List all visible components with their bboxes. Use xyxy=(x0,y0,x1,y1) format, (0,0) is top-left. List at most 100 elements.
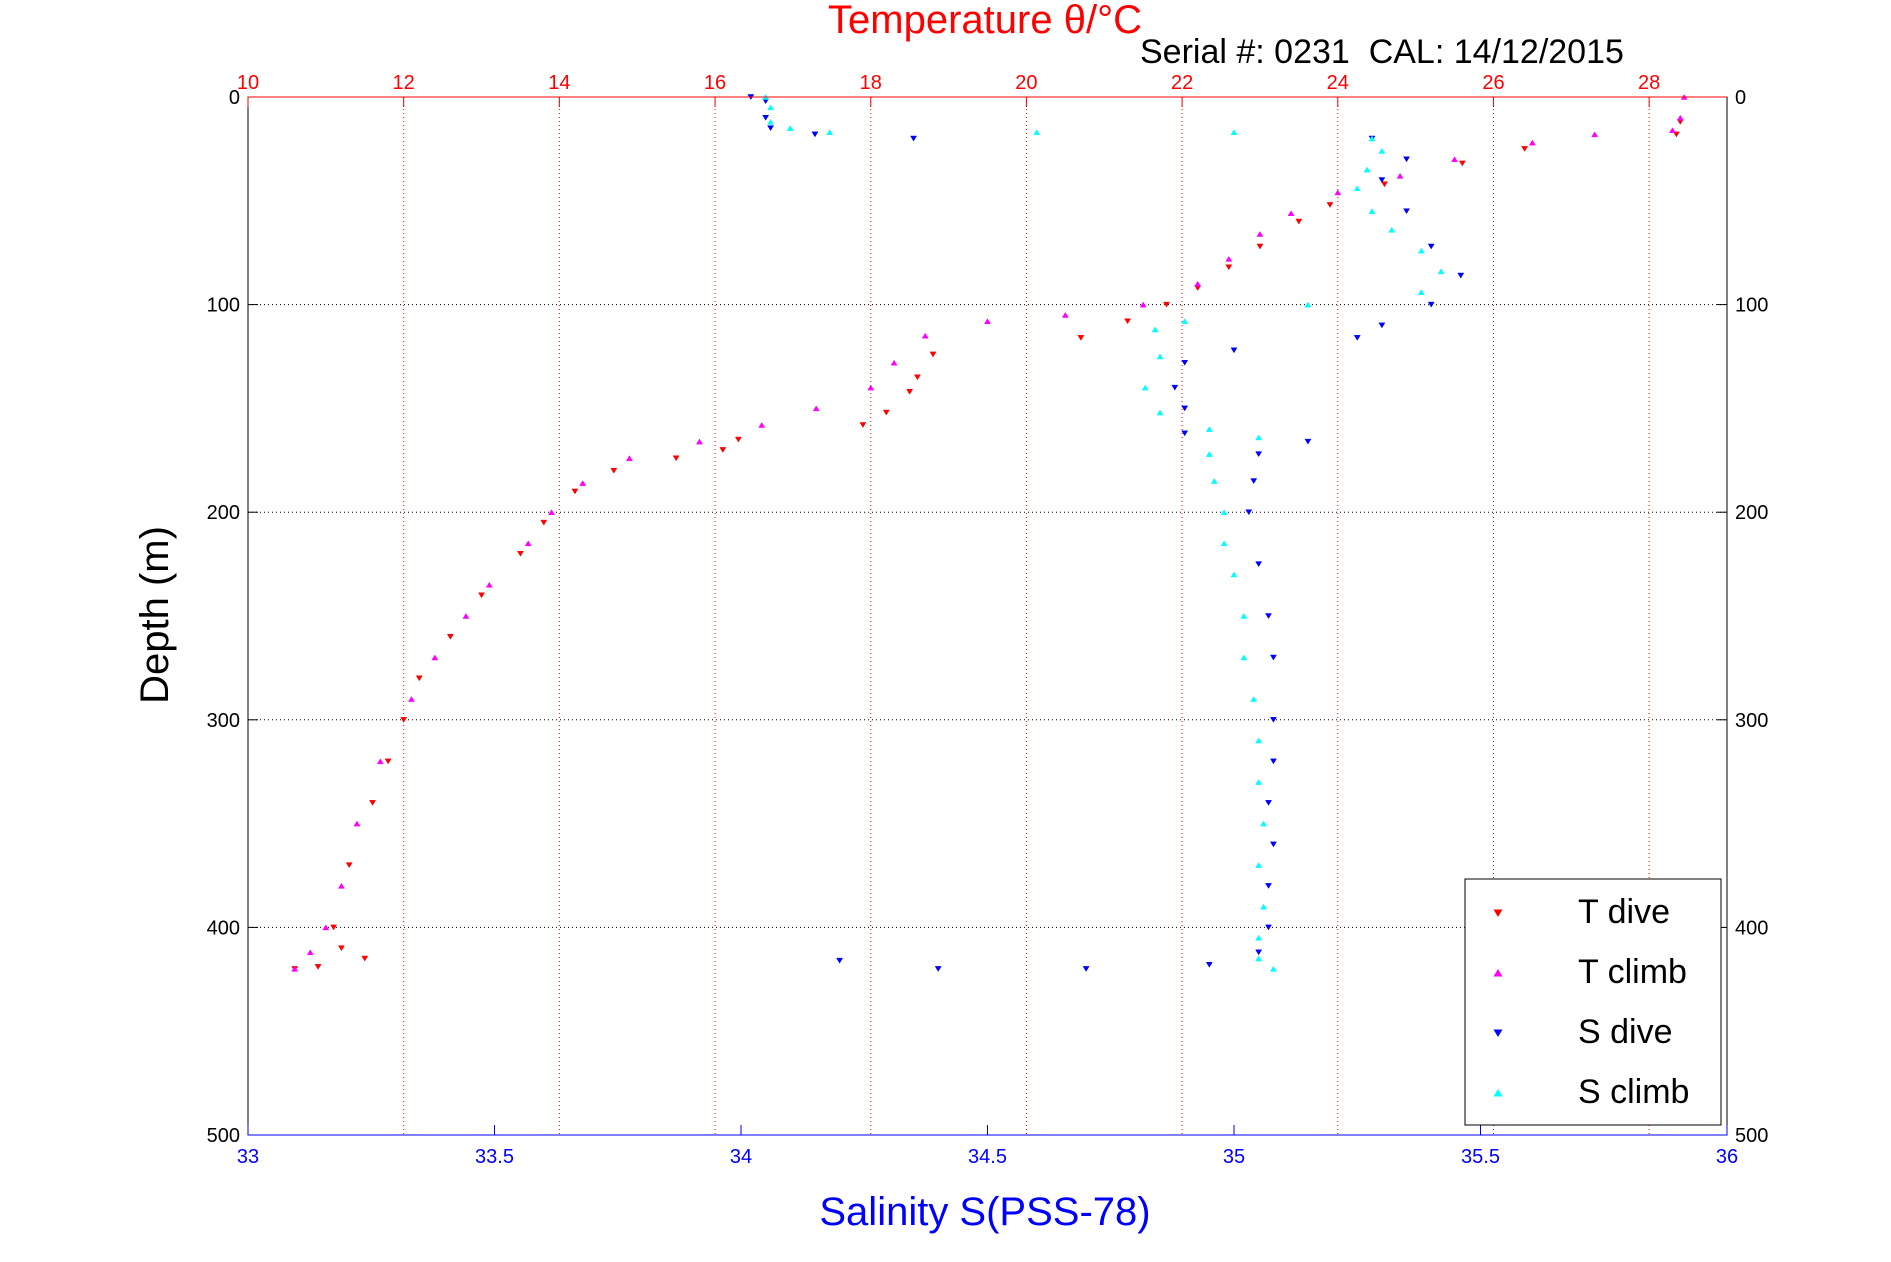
data-point xyxy=(322,924,330,931)
data-point xyxy=(1255,955,1263,962)
data-point xyxy=(1287,210,1295,217)
depth-tick-label: 500 xyxy=(207,1125,240,1147)
data-point xyxy=(1225,264,1233,271)
data-point xyxy=(758,422,766,428)
data-point xyxy=(914,374,921,381)
depth-tick-label-right: 300 xyxy=(1735,710,1768,732)
data-point xyxy=(1403,208,1410,215)
data-point xyxy=(1334,189,1342,196)
data-point xyxy=(836,957,844,964)
data-point xyxy=(929,351,937,358)
series-layer xyxy=(291,94,1688,972)
data-point xyxy=(1437,268,1445,275)
data-point xyxy=(1269,841,1277,848)
temperature-tick-label: 10 xyxy=(237,72,259,94)
data-point xyxy=(934,966,942,972)
data-point xyxy=(1353,335,1361,341)
data-point xyxy=(400,717,408,723)
depth-tick-label: 200 xyxy=(207,502,240,524)
data-point xyxy=(1403,156,1410,163)
data-point xyxy=(415,675,423,682)
data-point xyxy=(1457,272,1465,279)
data-point xyxy=(306,949,314,956)
data-point xyxy=(1156,409,1164,416)
data-point xyxy=(1378,147,1386,154)
data-point xyxy=(1269,965,1277,972)
data-point xyxy=(1156,353,1164,360)
data-point xyxy=(1521,146,1529,152)
data-point xyxy=(1363,166,1371,173)
series-t-climb xyxy=(291,94,1688,972)
data-point xyxy=(1265,613,1272,619)
data-point xyxy=(1451,156,1458,163)
depth-tick-label: 0 xyxy=(229,87,240,109)
data-point xyxy=(1205,451,1213,457)
data-point xyxy=(1255,434,1263,441)
data-point xyxy=(1528,139,1536,146)
data-point xyxy=(767,125,775,132)
legend-box xyxy=(1464,878,1722,1126)
data-point xyxy=(1368,208,1376,214)
salinity-tick-label: 33 xyxy=(237,1146,259,1168)
depth-tick-label-right: 100 xyxy=(1735,295,1768,317)
data-point xyxy=(548,509,556,515)
data-point xyxy=(1255,862,1263,868)
data-point xyxy=(1672,131,1680,138)
data-point xyxy=(1255,934,1263,941)
data-point xyxy=(910,135,917,142)
data-point xyxy=(1124,318,1132,325)
data-point xyxy=(1077,335,1085,341)
data-point xyxy=(719,447,727,453)
data-point xyxy=(384,758,392,765)
data-point xyxy=(1591,131,1599,138)
data-point xyxy=(859,422,867,428)
data-point xyxy=(1250,478,1258,485)
data-point xyxy=(1265,924,1272,931)
series-s-dive xyxy=(747,94,1465,972)
data-point xyxy=(314,964,322,970)
data-point xyxy=(984,318,991,324)
salinity-tick-label: 33.5 xyxy=(475,1146,514,1168)
data-point xyxy=(1061,311,1069,318)
salinity-tick-label: 34 xyxy=(730,1146,752,1168)
data-point xyxy=(826,129,834,136)
data-point xyxy=(1269,758,1277,765)
data-point xyxy=(625,455,633,461)
salinity-tick-label: 35 xyxy=(1223,1146,1245,1168)
data-point xyxy=(1205,426,1213,432)
data-point xyxy=(1139,301,1147,308)
data-point xyxy=(1205,962,1213,968)
data-point xyxy=(345,862,353,869)
data-point xyxy=(579,480,587,486)
data-point xyxy=(1269,717,1277,723)
data-point xyxy=(1458,160,1466,167)
data-point xyxy=(1304,301,1312,308)
data-point xyxy=(376,758,384,765)
data-point xyxy=(485,581,493,588)
data-point xyxy=(1250,696,1258,702)
data-point xyxy=(734,436,742,443)
data-point xyxy=(1427,301,1435,308)
data-point xyxy=(1353,185,1361,192)
data-point xyxy=(446,634,454,640)
data-point xyxy=(1181,318,1189,324)
data-point xyxy=(1381,181,1388,188)
depth-axis-title: Depth (m) xyxy=(133,526,177,704)
data-point xyxy=(1220,509,1228,515)
data-point xyxy=(867,384,875,391)
data-point xyxy=(1260,820,1268,827)
data-point xyxy=(408,696,415,702)
legend-label: S climb xyxy=(1578,1073,1689,1111)
serial-cal-label: Serial #: 0231 CAL: 14/12/2015 xyxy=(1140,33,1624,71)
data-point xyxy=(1181,430,1189,437)
temperature-tick-label: 24 xyxy=(1327,72,1349,94)
data-point xyxy=(1265,883,1272,889)
data-point xyxy=(517,550,524,557)
depth-tick-label-right: 500 xyxy=(1735,1125,1768,1147)
temperature-tick-label: 16 xyxy=(704,72,726,94)
data-point xyxy=(1082,966,1090,972)
data-point xyxy=(1255,561,1263,568)
data-point xyxy=(786,125,794,131)
data-point xyxy=(1265,800,1272,806)
series-t-dive xyxy=(291,119,1684,972)
